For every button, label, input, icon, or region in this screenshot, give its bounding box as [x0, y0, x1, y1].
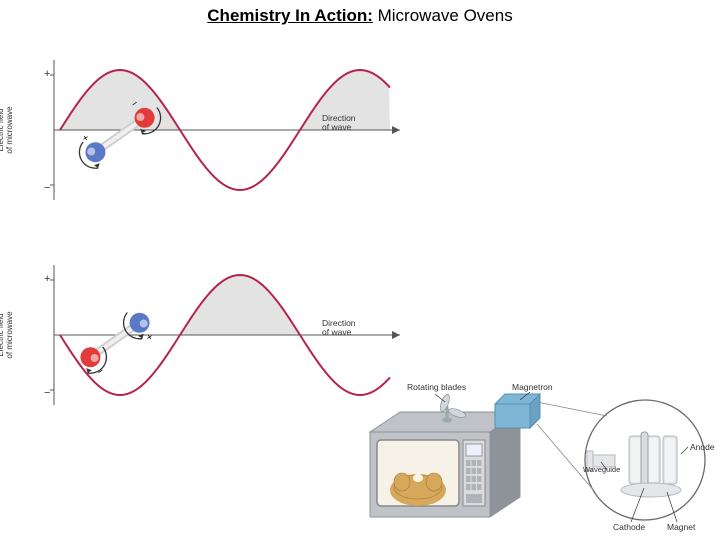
- wave-svg-top: +−: [20, 40, 420, 220]
- minus-top: −: [44, 182, 50, 194]
- label-magnet: Magnet: [667, 522, 695, 532]
- label-waveguide: Waveguide: [583, 465, 620, 474]
- direction-label-bottom: Directionof wave: [322, 319, 356, 338]
- y-axis-label-bottom: Electric fieldof microwave: [0, 295, 14, 375]
- title-rest: Microwave Ovens: [373, 6, 513, 25]
- microwave-group: Rotating blades Magnetron Anode Waveguid…: [355, 382, 715, 537]
- direction-label-top: Directionof wave: [322, 114, 356, 133]
- plus-top: +: [44, 68, 50, 80]
- minus-bottom: −: [44, 387, 50, 399]
- page-title: Chemistry In Action: Microwave Ovens: [0, 6, 720, 26]
- y-axis-label-top: Electric fieldof microwave: [0, 90, 14, 170]
- title-bold: Chemistry In Action:: [207, 6, 373, 25]
- label-cathode: Cathode: [613, 522, 645, 532]
- microwave-svg: [355, 382, 715, 537]
- label-blades: Rotating blades: [407, 382, 466, 392]
- wave-panel-top: +− Electric fieldof microwave + − Direct…: [20, 40, 420, 220]
- svg-text:+: +: [143, 330, 154, 342]
- plus-bottom: +: [44, 273, 50, 285]
- label-magnetron: Magnetron: [512, 382, 553, 392]
- label-anode: Anode: [690, 442, 715, 452]
